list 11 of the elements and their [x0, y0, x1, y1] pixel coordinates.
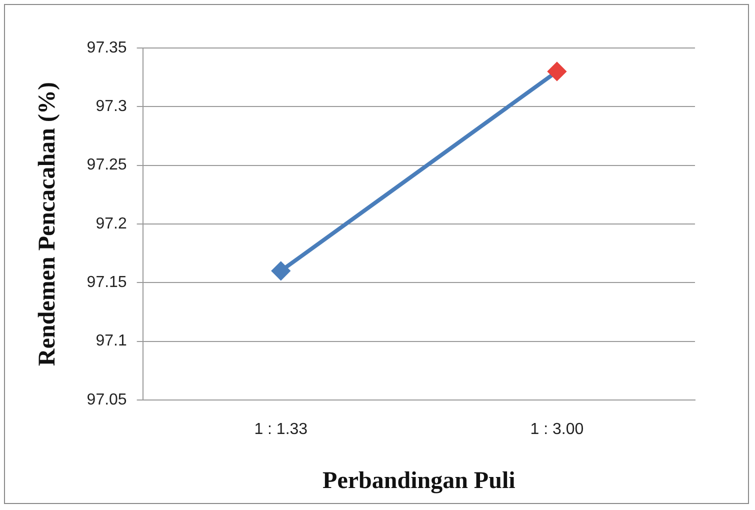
- x-tick-label: 1 : 3.00: [530, 421, 584, 438]
- x-tick-label: 1 : 1.33: [254, 421, 308, 438]
- y-tick-label: 97.1: [96, 332, 127, 350]
- y-tick-label: 97.15: [86, 274, 127, 292]
- y-axis-title: Rendemen Pencacahan (%): [34, 82, 61, 366]
- y-tick-label: 97.25: [86, 156, 127, 174]
- y-tick-label: 97.05: [86, 391, 127, 408]
- y-tick-label: 97.35: [86, 39, 127, 56]
- x-axis-title: Perbandingan Puli: [322, 468, 516, 494]
- y-tick-label: 97.2: [96, 215, 127, 232]
- y-tick-label: 97.3: [96, 98, 127, 116]
